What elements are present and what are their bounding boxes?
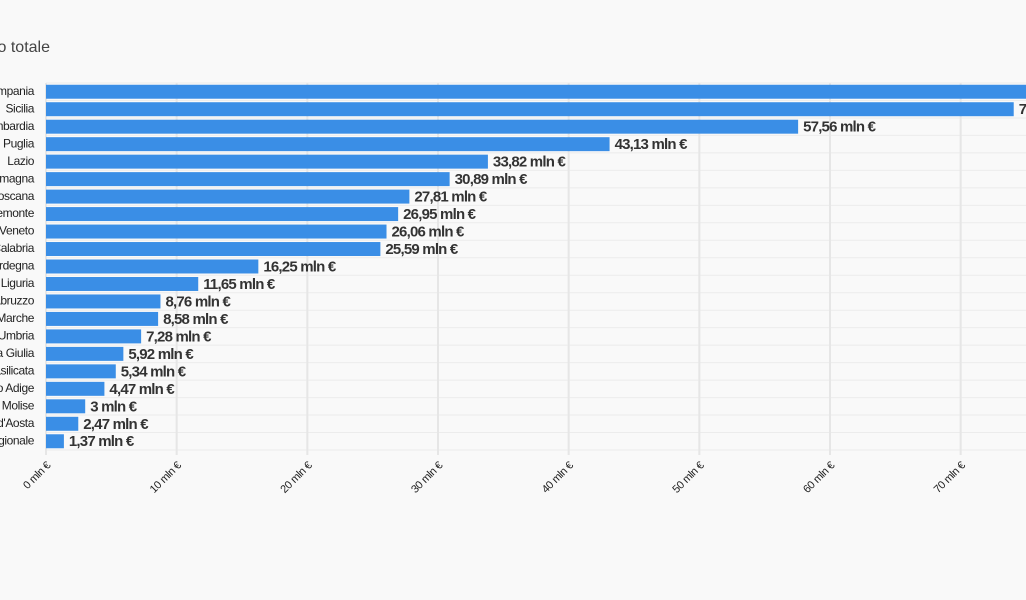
data-label: 8,76 mln € <box>165 293 231 310</box>
x-tick-label: 10 mln € <box>148 459 184 495</box>
y-tick-label: Friuli-Venezia Giulia <box>0 346 35 360</box>
data-label: 57,56 mln € <box>803 119 877 136</box>
x-tick-label: 0 mln € <box>21 459 53 491</box>
data-label: 25,59 mln € <box>385 241 459 258</box>
chart-title: Finanziamento totale <box>0 39 50 56</box>
y-tick-label: Molise <box>2 398 35 412</box>
bar <box>46 346 124 361</box>
data-label: 16,25 mln € <box>263 258 337 275</box>
data-label: 8,58 mln € <box>163 311 229 328</box>
bar <box>46 224 387 239</box>
x-tick-label: 20 mln € <box>278 459 314 495</box>
y-tick-label: Trentino-Alto Adige <box>0 381 35 395</box>
bar <box>46 189 410 204</box>
bar <box>46 364 116 379</box>
y-tick-label: Calabria <box>0 241 35 255</box>
x-tick-label: 60 mln € <box>801 459 837 495</box>
bar <box>46 311 159 326</box>
y-tick-label: Umbria <box>0 329 35 343</box>
y-tick-label: Valle d'Aosta <box>0 416 35 430</box>
y-tick-label: Lazio <box>7 154 34 168</box>
data-label: 1,37 mln € <box>69 433 135 450</box>
bar <box>46 242 381 257</box>
bar <box>46 276 199 291</box>
data-label: 7,28 mln € <box>146 328 212 345</box>
x-tick-label: 50 mln € <box>670 459 706 495</box>
data-label: 30,89 mln € <box>455 171 529 188</box>
data-label: 5,92 mln € <box>128 346 194 363</box>
y-tick-label: Piemonte <box>0 206 35 220</box>
y-tick-label: Marche <box>0 311 35 325</box>
y-tick-label: Veneto <box>0 224 35 238</box>
y-tick-label: Lombardia <box>0 119 35 133</box>
data-label: 74,06 mln € <box>1019 101 1026 118</box>
data-label: 26,95 mln € <box>403 206 477 223</box>
y-tick-label: Liguria <box>1 276 35 290</box>
y-tick-label: Toscana <box>0 189 35 203</box>
y-tick-label: Puglia <box>3 136 35 150</box>
bar <box>46 102 1014 117</box>
y-tick-label: Basilicata <box>0 364 35 378</box>
data-label: 2,47 mln € <box>83 416 149 433</box>
y-tick-label: Campania <box>0 84 35 98</box>
bar <box>46 84 1026 99</box>
data-label: 26,06 mln € <box>392 224 466 241</box>
bar <box>46 137 610 152</box>
x-tick-label: 30 mln € <box>409 459 445 495</box>
y-tick-label: Multiregionale <box>0 433 35 447</box>
bar <box>46 434 64 449</box>
bar <box>46 207 399 222</box>
bar <box>46 259 259 274</box>
bar <box>46 399 86 414</box>
y-tick-label: Sardegna <box>0 259 35 273</box>
data-label: 5,34 mln € <box>121 363 187 380</box>
y-tick-label: Abruzzo <box>0 294 35 308</box>
data-label: 33,82 mln € <box>493 154 567 171</box>
x-tick-label: 70 mln € <box>932 459 968 495</box>
bar <box>46 294 161 309</box>
data-label: 27,81 mln € <box>414 189 488 206</box>
bar <box>46 416 79 431</box>
x-tick-label: 40 mln € <box>540 459 576 495</box>
bar <box>46 381 105 396</box>
y-tick-label: Sicilia <box>5 101 34 115</box>
data-label: 4,47 mln € <box>109 381 175 398</box>
bar <box>46 119 799 134</box>
y-tick-label: Emilia-Romagna <box>0 171 35 185</box>
bar <box>46 172 450 187</box>
bar <box>46 329 142 344</box>
bar <box>46 154 488 169</box>
data-label: 43,13 mln € <box>615 136 689 153</box>
data-label: 11,65 mln € <box>203 276 276 293</box>
data-label: 3 mln € <box>90 398 138 415</box>
